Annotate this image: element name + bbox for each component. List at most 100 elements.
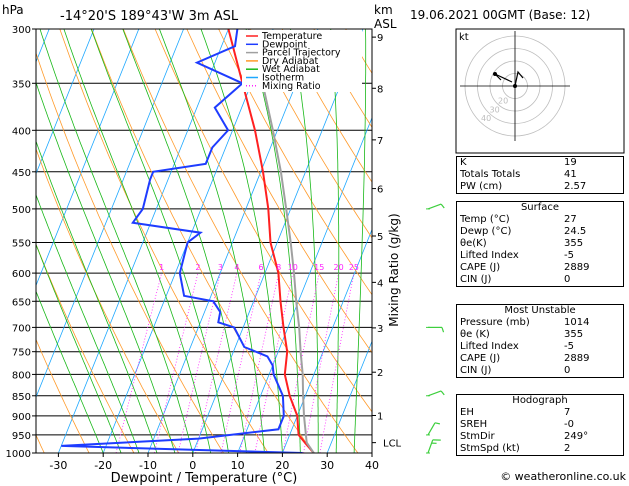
isotherm-line (326, 340, 372, 453)
row-name: CAPE (J) (460, 262, 501, 273)
wind-barb-flag (440, 390, 445, 396)
table-row: CAPE (J) 2889 (457, 262, 623, 274)
mixing-ratio-line (239, 273, 280, 453)
index-name: Totals Totals (460, 169, 521, 180)
row-name: Pressure (mb) (460, 317, 530, 328)
mixing-ratio-line (177, 273, 221, 453)
row-name: StmDir (460, 431, 495, 442)
dry-adiabat-line (218, 29, 372, 296)
mixing-ratio-line (115, 273, 162, 453)
isotherm-line (36, 29, 184, 399)
row-name: Temp (°C) (460, 214, 510, 225)
mixing-ratio-line (303, 273, 339, 453)
wet-adiabat-line (36, 193, 140, 453)
height-tick-label: 8 (377, 84, 383, 95)
row-name: CAPE (J) (460, 353, 501, 364)
height-tick-label: 7 (377, 136, 383, 147)
row-value: 0 (564, 365, 571, 376)
mixing-ratio-label: 20 (334, 263, 344, 272)
isotherm-line (147, 29, 319, 453)
pressure-tick-label: 800 (12, 370, 31, 381)
pressure-tick-label: 850 (12, 392, 31, 403)
legend-label: Isotherm (262, 73, 304, 84)
mixing-ratio-line (282, 273, 320, 453)
row-name: Lifted Index (460, 250, 519, 261)
pressure-tick-label: 650 (12, 297, 31, 308)
dry-adiabat-line (122, 29, 359, 453)
pressure-tick-label: 350 (12, 79, 31, 90)
height-tick-label: 5 (377, 232, 383, 243)
hodograph-ring-label: 40 (481, 114, 491, 123)
row-value: 7 (564, 407, 571, 418)
wind-barb-staff (427, 422, 436, 436)
height-axis: 9 8 7 6 5 4 3 2 1 LCL (372, 33, 402, 450)
legend-label: Wet Adiabat (262, 64, 320, 75)
height-tick-label: 3 (377, 324, 383, 335)
row-value: 2889 (564, 262, 590, 273)
profile-lines (61, 29, 315, 453)
isotherm-line (282, 228, 372, 453)
wind-barb-flag (440, 203, 445, 209)
legend-label: Temperature (261, 31, 322, 42)
wet-adiabat-line (245, 29, 301, 453)
wind-barb-staff (427, 439, 434, 454)
temperature-tick-label: 40 (365, 459, 379, 472)
wet-adiabat-line (122, 29, 247, 453)
row-name: EH (460, 407, 474, 418)
table-row: CAPE (J) 2889 (457, 353, 623, 365)
pressure-tick-label: 900 (12, 412, 31, 423)
hodograph-unit-label: kt (459, 32, 469, 43)
table-row: CIN (J) 0 (457, 365, 623, 377)
most-unstable-table: Most Unstable Pressure (mb) 1014 θe (K) 35… (456, 304, 624, 378)
row-value: 355 (564, 238, 584, 249)
isotherm-line (192, 29, 364, 453)
row-value: 2889 (564, 353, 590, 364)
index-value: 41 (564, 169, 577, 180)
hodograph-table: Hodograph EH 7 SREH -0 StmDir 249° StmSpd (… (456, 394, 624, 456)
wet-adiabat-line (330, 29, 340, 453)
series-parcel-trajectory (247, 29, 315, 453)
mixing-ratio-line (220, 273, 262, 453)
surface-table: Surface Temp (°C) 27 Dewp (°C) 24.5 θe(K) 3… (456, 201, 624, 287)
mixing-ratio-line (154, 273, 199, 453)
mixing-ratio-label: 25 (349, 263, 359, 272)
table-row: θe (K) 355 (457, 329, 623, 341)
row-value: 1014 (564, 317, 590, 328)
table-row: StmSpd (kt) 2 (457, 443, 623, 455)
pressure-axis: 300 350 400 450 500 550 600 650 700 750 800 850 900 9… (6, 25, 36, 460)
table-row: EH 7 (457, 407, 623, 419)
copyright-footer: © weatheronline.co.uk (500, 470, 626, 483)
series-dewpoint (61, 29, 303, 453)
location-title: -14°20'S 189°43'W 3m ASL (60, 9, 239, 24)
hodograph-storm-marker (493, 72, 497, 76)
mixing-ratio-label: 6 (258, 263, 263, 272)
mixing-ratio-axis-label: Mixing Ratio (g/kg) (387, 213, 401, 326)
table-row: Pressure (mb) 1014 (457, 317, 623, 329)
row-name: Dewp (°C) (460, 226, 512, 237)
dry-adiabat-line (36, 147, 180, 453)
mixing-ratio-labels: 1 2 3 4 6 8 10 15 20 25 (159, 263, 359, 272)
row-value: -0 (564, 419, 574, 430)
mixing-ratio-label: 8 (276, 263, 281, 272)
wet-adiabat-line (290, 29, 319, 453)
wet-adiabat-line (159, 29, 265, 453)
wet-adiabat-line (36, 243, 122, 453)
table-row: SREH -0 (457, 419, 623, 431)
dry-adiabat-line (186, 29, 372, 354)
wet-adiabat-line (36, 140, 158, 453)
table-row: Totals Totals 41 (457, 169, 623, 181)
mixing-ratio-label: 15 (314, 263, 324, 272)
row-name: CIN (J) (460, 365, 492, 376)
hodograph-ring-label: 30 (490, 105, 500, 114)
table-row: Lifted Index -5 (457, 341, 623, 353)
wind-barb-flag (441, 327, 445, 333)
height-tick-label: LCL (383, 439, 402, 450)
pressure-tick-label: 950 (12, 431, 31, 442)
most-unstable-title: Most Unstable (504, 305, 576, 316)
isotherm-line (36, 29, 95, 175)
row-value: -5 (564, 250, 574, 261)
wet-adiabat-line (39, 29, 194, 453)
pressure-tick-label: 600 (12, 269, 31, 280)
table-row: K 19 (457, 157, 623, 169)
